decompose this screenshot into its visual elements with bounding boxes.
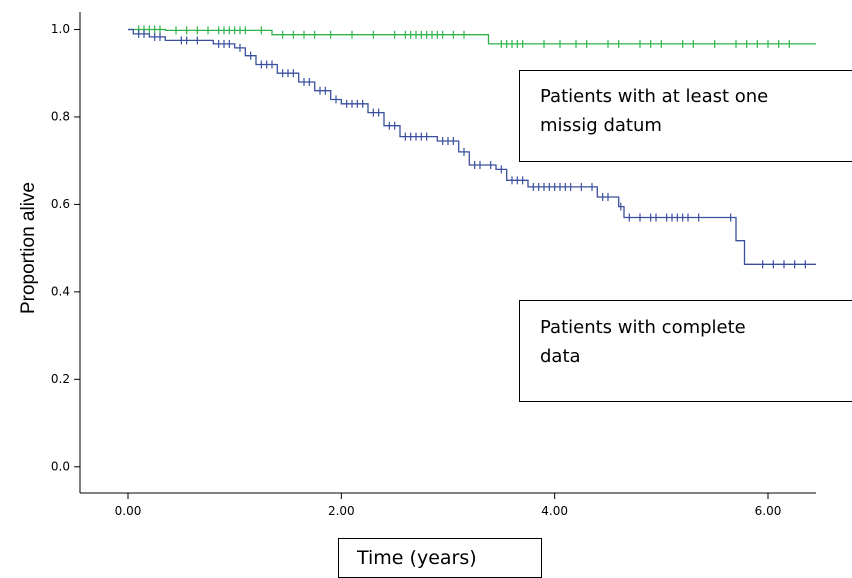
y-tick-label: 1.0: [51, 22, 70, 36]
y-tick-label: 0.2: [51, 372, 70, 386]
annotation-missing-data: Patients with at least one missig datum: [519, 70, 852, 162]
x-tick-label: 6.00: [755, 504, 782, 518]
y-tick-label: 0.6: [51, 197, 70, 211]
series-line-0: [128, 28, 816, 45]
annotation-missing-line-2: missig datum: [540, 115, 662, 136]
annotation-missing-line-1: Patients with at least one: [540, 86, 769, 107]
x-tick-label: 4.00: [541, 504, 568, 518]
annotation-complete-line-2: data: [540, 346, 581, 367]
series-group-1: [128, 28, 816, 269]
x-axis-label: Time (years): [338, 538, 542, 578]
axes: 0.0 0.2 0.4 0.6 0.8 1.0 0.00 2.00 4.00 6.00: [51, 12, 816, 518]
y-tick-label: 0.4: [51, 284, 70, 298]
annotation-complete-line-1: Patients with complete: [540, 317, 746, 338]
x-tick-label: 2.00: [328, 504, 355, 518]
series-group-0: [128, 25, 816, 48]
x-tick-label: 0.00: [115, 504, 142, 518]
series-layer: [128, 25, 816, 269]
annotation-complete-data: Patients with complete data: [519, 300, 852, 402]
y-tick-label: 0.0: [51, 459, 70, 473]
y-axis-label: Proportion alive: [18, 182, 39, 314]
y-tick-label: 0.8: [51, 109, 70, 123]
series-line-1: [128, 28, 816, 265]
